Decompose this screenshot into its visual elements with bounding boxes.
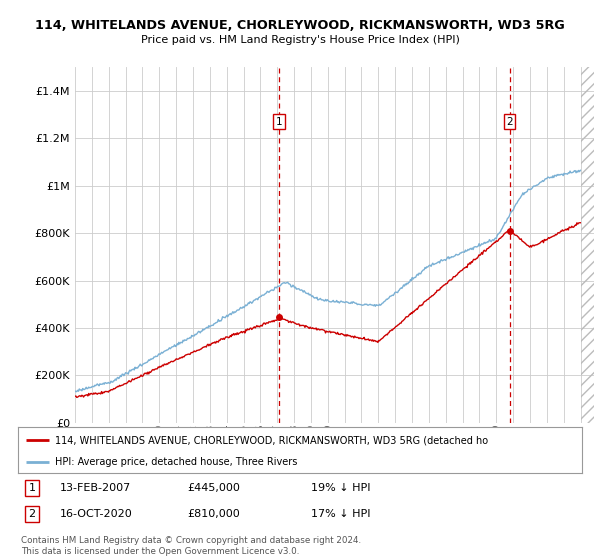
Text: £810,000: £810,000 [187, 509, 240, 519]
Text: 1: 1 [29, 483, 35, 493]
Text: 13-FEB-2007: 13-FEB-2007 [60, 483, 131, 493]
Text: 17% ↓ HPI: 17% ↓ HPI [311, 509, 371, 519]
Text: 19% ↓ HPI: 19% ↓ HPI [311, 483, 371, 493]
Text: 2: 2 [506, 116, 513, 127]
Text: 114, WHITELANDS AVENUE, CHORLEYWOOD, RICKMANSWORTH, WD3 5RG: 114, WHITELANDS AVENUE, CHORLEYWOOD, RIC… [35, 18, 565, 32]
Text: Price paid vs. HM Land Registry's House Price Index (HPI): Price paid vs. HM Land Registry's House … [140, 35, 460, 45]
Bar [581, 67, 594, 423]
Text: Contains HM Land Registry data © Crown copyright and database right 2024.
This d: Contains HM Land Registry data © Crown c… [21, 536, 361, 556]
Text: 1: 1 [276, 116, 283, 127]
Text: £445,000: £445,000 [187, 483, 240, 493]
Text: HPI: Average price, detached house, Three Rivers: HPI: Average price, detached house, Thre… [55, 457, 297, 466]
Text: 2: 2 [29, 509, 35, 519]
Text: 16-OCT-2020: 16-OCT-2020 [60, 509, 133, 519]
Text: 114, WHITELANDS AVENUE, CHORLEYWOOD, RICKMANSWORTH, WD3 5RG (detached ho: 114, WHITELANDS AVENUE, CHORLEYWOOD, RIC… [55, 435, 488, 445]
